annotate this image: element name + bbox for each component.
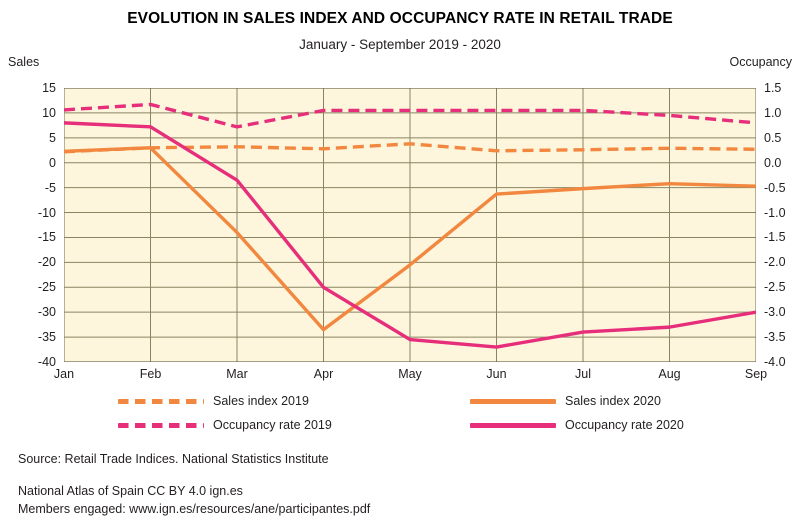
x-tick-jan: Jan bbox=[53, 367, 75, 381]
legend-label: Occupancy rate 2019 bbox=[213, 418, 332, 432]
left-tick-9: -30 bbox=[37, 304, 56, 319]
chart-legend: Sales index 2019 Sales index 2020 Occupanc… bbox=[0, 392, 800, 436]
legend-label: Sales index 2020 bbox=[565, 394, 661, 408]
series-line-occupancy-rate-2020 bbox=[64, 121, 756, 349]
left-tick-10: -35 bbox=[37, 329, 56, 344]
legend-swatch-icon bbox=[470, 422, 556, 428]
x-tick-jul: Jul bbox=[575, 367, 591, 381]
left-tick-6: -15 bbox=[37, 230, 56, 245]
legend-label: Occupancy rate 2020 bbox=[565, 418, 684, 432]
x-tick-mar: Mar bbox=[226, 367, 248, 381]
left-tick-4: -5 bbox=[44, 180, 56, 195]
left-tick-8: -25 bbox=[37, 280, 56, 295]
legend-label: Sales index 2019 bbox=[213, 394, 309, 408]
left-tick-11: -40 bbox=[37, 354, 56, 369]
right-tick-9: -3.0 bbox=[764, 304, 786, 319]
left-tick-5: -10 bbox=[37, 205, 56, 220]
legend-item-sales-index-2019[interactable]: Sales index 2019 bbox=[118, 394, 309, 408]
right-tick-3: 0.0 bbox=[764, 155, 782, 170]
right-tick-7: -2.0 bbox=[764, 255, 786, 270]
legend-swatch-icon bbox=[118, 422, 204, 428]
right-tick-8: -2.5 bbox=[764, 280, 786, 295]
x-tick-feb: Feb bbox=[139, 367, 162, 381]
series-line-sales-index-2019 bbox=[64, 142, 756, 154]
left-tick-2: 5 bbox=[49, 130, 56, 145]
plot-area bbox=[64, 88, 756, 362]
legend-item-occupancy-rate-2019[interactable]: Occupancy rate 2019 bbox=[118, 418, 332, 432]
legend-item-sales-index-2020[interactable]: Sales index 2020 bbox=[470, 394, 661, 408]
plot-lines bbox=[64, 88, 756, 362]
right-axis-title: Occupancy bbox=[729, 55, 792, 69]
members-note: Members engaged: www.ign.es/resources/an… bbox=[18, 502, 371, 516]
right-tick-11: -4.0 bbox=[764, 354, 786, 369]
series-line-sales-index-2020 bbox=[64, 146, 756, 332]
right-tick-2: 0.5 bbox=[764, 130, 782, 145]
source-note: Source: Retail Trade Indices. National S… bbox=[18, 452, 329, 466]
left-tick-3: 0 bbox=[49, 155, 56, 170]
legend-swatch-icon bbox=[470, 398, 556, 404]
series-line-occupancy-rate-2019 bbox=[64, 102, 756, 129]
right-tick-6: -1.5 bbox=[764, 230, 786, 245]
x-tick-jun: Jun bbox=[486, 367, 507, 381]
legend-item-occupancy-rate-2020[interactable]: Occupancy rate 2020 bbox=[470, 418, 684, 432]
license-note: National Atlas of Spain CC BY 4.0 ign.es bbox=[18, 484, 243, 498]
left-tick-1: 10 bbox=[42, 105, 56, 120]
chart-subtitle: January - September 2019 - 2020 bbox=[299, 37, 501, 52]
right-tick-10: -3.5 bbox=[764, 329, 786, 344]
right-tick-0: 1.5 bbox=[764, 80, 782, 95]
legend-swatch-icon bbox=[118, 398, 204, 404]
x-tick-sep: Sep bbox=[744, 367, 768, 381]
x-tick-may: May bbox=[398, 367, 422, 381]
left-tick-7: -20 bbox=[37, 255, 56, 270]
right-tick-4: -0.5 bbox=[764, 180, 786, 195]
right-tick-5: -1.0 bbox=[764, 205, 786, 220]
x-tick-apr: Apr bbox=[313, 367, 334, 381]
left-tick-0: 15 bbox=[42, 80, 56, 95]
x-tick-aug: Aug bbox=[658, 367, 681, 381]
page-title: EVOLUTION IN SALES INDEX AND OCCUPANCY R… bbox=[127, 10, 673, 27]
left-axis-title: Sales bbox=[8, 55, 40, 69]
right-tick-1: 1.0 bbox=[764, 105, 782, 120]
